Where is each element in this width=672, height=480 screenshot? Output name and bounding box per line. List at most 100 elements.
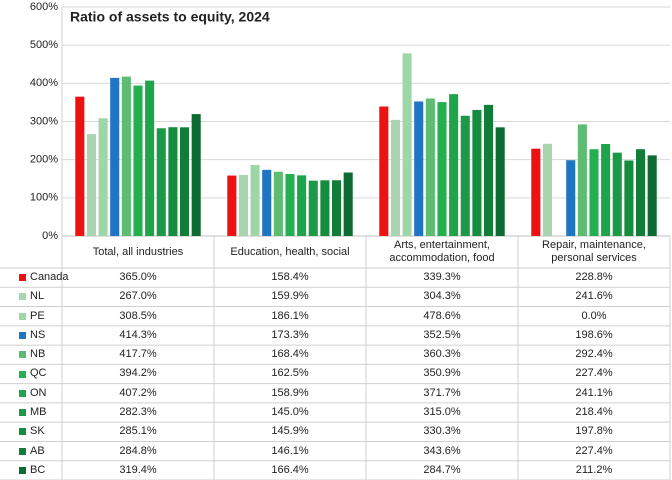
table-value: 241.6%: [575, 290, 613, 303]
table-value: 218.4%: [575, 406, 613, 419]
bar: [86, 134, 96, 236]
legend-key: [19, 274, 26, 282]
table-value: 394.2%: [119, 367, 157, 380]
bar: [460, 115, 470, 236]
legend-key: [19, 293, 26, 301]
table-value: 284.8%: [119, 444, 157, 457]
legend-key: [19, 331, 26, 339]
category-label: Arts, entertainment, accommodation, food: [389, 239, 495, 264]
table-value: 227.4%: [575, 444, 613, 457]
table-value: 267.0%: [119, 290, 157, 303]
legend-label: Canada: [30, 271, 69, 284]
legend-key: [19, 466, 26, 474]
legend-key: [19, 351, 26, 359]
bar: [636, 149, 646, 236]
table-value: 365.0%: [119, 271, 157, 284]
table-value: 166.4%: [271, 463, 309, 476]
bar: [647, 155, 657, 236]
y-tick-label: 400%: [30, 77, 58, 89]
table-value: 330.3%: [423, 425, 461, 438]
table-value: 352.5%: [423, 328, 461, 341]
bar: [484, 104, 494, 236]
legend-key: [19, 312, 26, 320]
legend-label: QC: [30, 367, 47, 380]
table-value: 282.3%: [119, 406, 157, 419]
bar: [75, 96, 85, 236]
y-tick-label: 500%: [30, 39, 58, 51]
legend-key: [19, 447, 26, 455]
bar: [472, 109, 482, 236]
bar: [238, 174, 248, 236]
y-tick-label: 300%: [30, 115, 58, 127]
category-label: Education, health, social: [230, 245, 350, 258]
bar: [273, 171, 283, 236]
bar: [495, 127, 505, 236]
bar: [624, 160, 634, 236]
bar: [379, 106, 389, 236]
table-value: 360.3%: [423, 348, 461, 361]
legend-label: ON: [30, 386, 47, 399]
table-value: 285.1%: [119, 425, 157, 438]
table-value: 407.2%: [119, 386, 157, 399]
category-label: Repair, maintenance, personal services: [542, 239, 646, 264]
bar: [332, 180, 342, 236]
table-value: 198.6%: [575, 328, 613, 341]
y-tick-label: 600%: [30, 1, 58, 13]
bar: [449, 94, 459, 237]
table-value: 162.5%: [271, 367, 309, 380]
table-value: 158.4%: [271, 271, 309, 284]
table-value: 168.4%: [271, 348, 309, 361]
bar: [402, 53, 412, 236]
table-value: 145.0%: [271, 406, 309, 419]
bar: [531, 148, 541, 236]
bar: [320, 180, 330, 236]
legend-label: MB: [30, 406, 47, 419]
table-value: 319.4%: [119, 463, 157, 476]
bar: [191, 114, 201, 236]
table-value: 414.3%: [119, 328, 157, 341]
bar: [612, 152, 622, 236]
bar: [390, 119, 400, 236]
bar: [343, 172, 353, 236]
table-value: 146.1%: [271, 444, 309, 457]
y-tick-label: 200%: [30, 154, 58, 166]
bar: [121, 76, 131, 236]
table-value: 292.4%: [575, 348, 613, 361]
bar: [414, 101, 424, 237]
bar: [542, 143, 552, 236]
bar: [110, 77, 120, 236]
table-value: 417.7%: [119, 348, 157, 361]
table-value: 478.6%: [423, 309, 461, 322]
bar: [297, 175, 307, 236]
bar: [285, 173, 295, 236]
legend-label: NS: [30, 328, 46, 341]
table-value: 343.6%: [423, 444, 461, 457]
bar: [601, 143, 611, 236]
table-value: 158.9%: [271, 386, 309, 399]
bar: [425, 98, 435, 236]
bar: [98, 118, 108, 236]
bar: [308, 180, 318, 236]
bar: [566, 160, 576, 236]
table-value: 284.7%: [423, 463, 461, 476]
table-value: 0.0%: [581, 309, 607, 322]
table-value: 173.3%: [271, 328, 309, 341]
table-value: 145.9%: [271, 425, 309, 438]
table-value: 211.2%: [575, 463, 613, 476]
table-value: 315.0%: [423, 406, 461, 419]
bar: [168, 127, 178, 236]
legend-key: [19, 409, 26, 417]
legend-label: NL: [30, 290, 45, 303]
legend-key: [19, 428, 26, 436]
legend-key: [19, 389, 26, 397]
bar: [145, 80, 155, 237]
chart-title: Ratio of assets to equity, 2024: [70, 9, 270, 25]
table-value: 371.7%: [423, 386, 461, 399]
table-value: 197.8%: [575, 425, 613, 438]
table-value: 350.9%: [423, 367, 461, 380]
bar: [250, 164, 260, 236]
bar: [133, 85, 143, 236]
legend-key: [19, 370, 26, 378]
legend-label: SK: [30, 425, 45, 438]
